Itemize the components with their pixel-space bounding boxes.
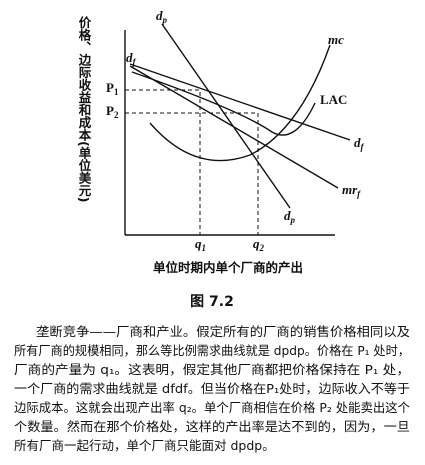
price-label: P1 bbox=[106, 80, 119, 97]
curve-label: dp bbox=[284, 208, 296, 225]
quantity-label: q1 bbox=[195, 236, 206, 253]
dp-curve bbox=[161, 23, 291, 209]
curve-label: df bbox=[126, 50, 137, 67]
paragraph-line: 所有厂商一起行动，单个厂商只能面对 dpdp。 bbox=[14, 438, 275, 453]
figure-caption: 图 7.2 bbox=[190, 294, 234, 310]
mc-curve bbox=[149, 44, 331, 162]
paragraph-line: 垄断竞争——厂商和产业。假定所有的厂商的销售价格相同以及 bbox=[36, 324, 411, 339]
df-curve bbox=[129, 63, 351, 141]
paragraph-line: 边际成本。这就会出现产出率 q₂。单个厂商相信在价格 P₂ 处能卖出这个 bbox=[14, 400, 410, 415]
y-axis-label: 价格、边际收益和成本(单位美元) bbox=[77, 16, 92, 202]
paragraph-line: 所有厂商的规模相同，那么等比例需求曲线就是 dpdp。价格在 P₁ 处时， bbox=[14, 343, 410, 358]
curve-label: mc bbox=[328, 32, 344, 47]
x-axis-label: 单位时期内单个厂商的产出 bbox=[153, 260, 303, 275]
diagram: 价格、边际收益和成本(单位美元) dp dp df df mc LAC mrf … bbox=[77, 8, 365, 310]
p2-guide bbox=[125, 112, 259, 235]
mrf-curve bbox=[129, 65, 339, 189]
paragraph: 垄断竞争——厂商和产业。假定所有的厂商的销售价格相同以及所有厂商的规模相同，那么… bbox=[14, 324, 411, 453]
curve-label: mrf bbox=[342, 182, 361, 199]
paragraph-line: 厂商的产量为 q₁。这表明，假定其他厂商都把价格保持在 P₁ 处， bbox=[14, 362, 410, 377]
curve-label: df bbox=[354, 135, 365, 152]
curve-label: dp bbox=[156, 8, 168, 25]
price-label: P2 bbox=[106, 103, 119, 120]
paragraph-line: 个数量。然而在那个价格处，这样的产出率是达不到的，因为，一旦 bbox=[14, 419, 410, 434]
lac-curve bbox=[131, 71, 316, 136]
p1-guide bbox=[125, 89, 201, 235]
curve-label: LAC bbox=[320, 92, 347, 107]
paragraph-line: 一个厂商的需求曲线就是 dfdf。但当价格在P₁处时，边际收入不等于 bbox=[14, 381, 410, 396]
quantity-label: q2 bbox=[253, 236, 265, 253]
